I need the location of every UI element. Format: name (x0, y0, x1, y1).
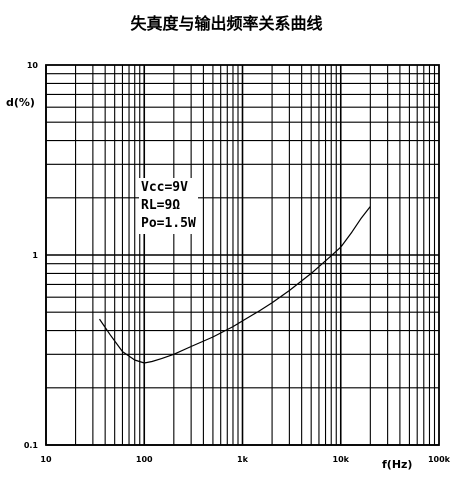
x-tick-label-2: 1k (237, 455, 249, 464)
plot-frame (45, 64, 440, 446)
y-tick-label-1: 1 (32, 251, 38, 260)
series-line-0 (99, 206, 371, 364)
major-grid (45, 64, 440, 446)
x-tick-label-0: 10 (40, 455, 52, 464)
y-tick-label-0: 10 (27, 61, 39, 70)
x-tick-label-3: 10k (333, 455, 350, 464)
x-tick-label-4: 100k (428, 455, 451, 464)
x-tick-label-1: 100 (136, 455, 153, 464)
y-tick-label-2: 0.1 (24, 441, 39, 450)
tick-labels: 10 100 1k 10k 100k 10 1 0.1 (24, 61, 451, 464)
annotation-rl: RL=9Ω (141, 198, 181, 213)
chart-title: 失真度与输出频率关系曲线 (130, 14, 323, 33)
y-axis-label: d(%) (6, 96, 35, 109)
parameter-annotation: Vcc=9V RL=9Ω Po=1.5W (139, 178, 198, 234)
annotation-po: Po=1.5W (141, 216, 196, 231)
x-axis-label: f(Hz) (382, 458, 413, 471)
series-group (99, 206, 371, 364)
annotation-vcc: Vcc=9V (141, 180, 188, 195)
